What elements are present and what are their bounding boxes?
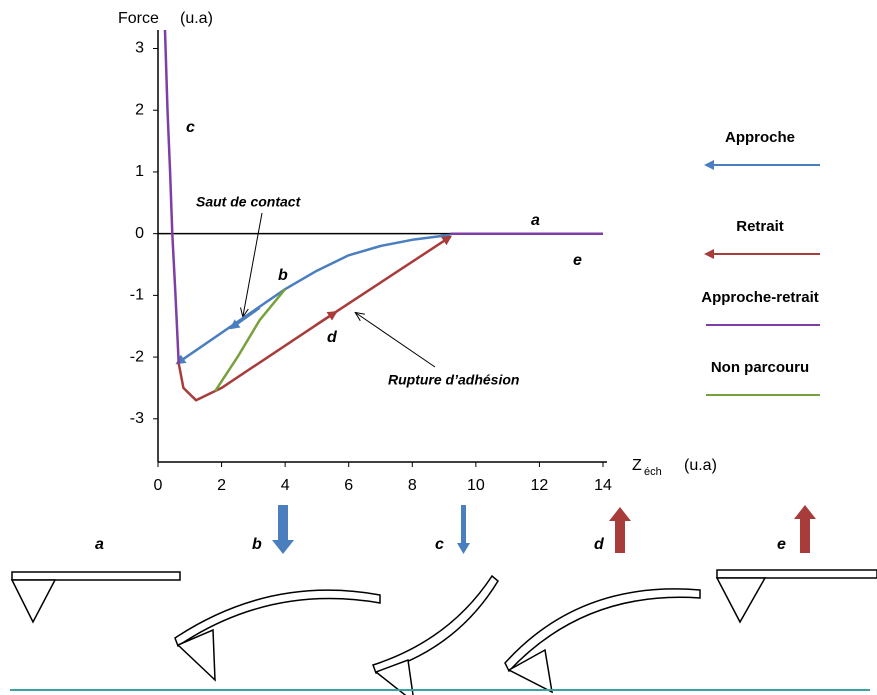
series-line: [163, 29, 603, 364]
arrow-up: [794, 505, 816, 553]
annotation: e: [573, 252, 582, 269]
x-label: Z: [632, 457, 642, 474]
x-tick-label: 4: [281, 477, 290, 494]
x-tick-label: 2: [217, 477, 226, 494]
annotation: c: [186, 119, 195, 136]
y-tick-label: 3: [135, 40, 144, 57]
series-line: [214, 288, 287, 392]
annotation: b: [278, 267, 288, 284]
panel-label: e: [777, 536, 786, 553]
legend-label: Approche: [725, 129, 795, 146]
annotation-arrow: [243, 212, 263, 316]
y-tick-label: -3: [130, 410, 144, 427]
panel-label: a: [95, 536, 104, 553]
series-line: [177, 235, 453, 402]
y-tick-label: 2: [135, 101, 144, 118]
x-tick-label: 0: [154, 477, 163, 494]
panel-label: b: [252, 536, 262, 553]
arrow-down: [457, 505, 470, 554]
y-tick-label: 0: [135, 225, 144, 242]
y-label: Force: [118, 10, 159, 27]
x-tick-label: 8: [408, 477, 417, 494]
series-line: [175, 233, 451, 365]
arrow-down: [272, 505, 294, 554]
arrow-up: [609, 507, 631, 553]
y-tick-label: -2: [130, 348, 144, 365]
x-tick-label: 10: [467, 477, 485, 494]
x-tick-label: 12: [531, 477, 549, 494]
annotation: Saut de contact: [196, 194, 302, 210]
y-tick-label: 1: [135, 163, 144, 180]
panel-label: d: [594, 536, 605, 553]
cantilevers: [10, 569, 877, 695]
cantilever-panels: a b c d e: [10, 505, 877, 695]
x-unit: (u.a): [684, 457, 717, 474]
annotation: Rupture d’adhésion: [388, 372, 519, 388]
x-tick-label: 14: [594, 477, 612, 494]
y-tick-label: -1: [130, 287, 144, 304]
x-tick-label: 6: [344, 477, 353, 494]
annotation: d: [327, 329, 338, 346]
direction-arrow: [316, 310, 338, 326]
annotation: a: [531, 212, 540, 229]
panel-label: c: [435, 536, 444, 553]
x-label-sub: éch: [644, 466, 662, 478]
annotation-arrow: [356, 313, 436, 368]
legend-label: Retrait: [736, 218, 784, 235]
direction-arrow: [229, 306, 261, 330]
y-unit: (u.a): [180, 10, 213, 27]
legend-label: Approche-retrait: [701, 289, 819, 306]
legend-label: Non parcouru: [711, 359, 809, 376]
